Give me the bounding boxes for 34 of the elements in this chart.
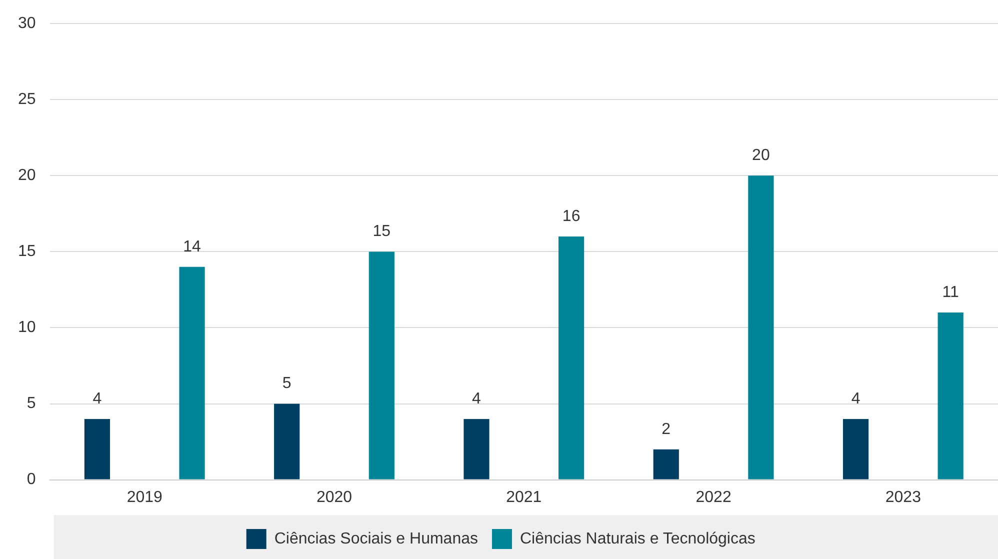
bar <box>464 418 490 480</box>
bar <box>748 176 774 480</box>
bar <box>938 312 964 480</box>
data-label: 4 <box>92 390 102 408</box>
data-label: 5 <box>282 375 292 392</box>
x-tick-label: 2019 <box>126 488 163 506</box>
data-label: 16 <box>562 208 580 225</box>
data-label: 11 <box>942 284 959 301</box>
y-tick-label: 10 <box>18 319 36 336</box>
y-tick-label: 20 <box>18 167 36 184</box>
y-tick-label: 5 <box>26 395 36 412</box>
y-tick-label: 25 <box>18 91 36 108</box>
data-label: 4 <box>851 390 860 408</box>
x-tick-label: 2021 <box>506 488 542 506</box>
bar <box>274 404 300 480</box>
bar <box>84 418 110 480</box>
y-tick-label: 30 <box>18 15 36 32</box>
y-tick-label: 15 <box>18 243 36 260</box>
data-label: 20 <box>752 147 770 164</box>
bar <box>368 252 394 480</box>
data-label: 2 <box>662 420 671 438</box>
bar <box>179 266 205 480</box>
bar <box>558 236 584 480</box>
data-label: 14 <box>183 238 202 256</box>
bar <box>842 418 869 480</box>
x-tick-label: 2020 <box>316 488 352 506</box>
legend-label: Ciências Naturais e Tecnológicas <box>520 530 756 548</box>
x-tick-label: 2022 <box>696 488 732 506</box>
data-label: 15 <box>372 223 391 240</box>
data-label: 4 <box>472 390 482 408</box>
y-tick-label: 0 <box>26 471 36 488</box>
legend-label: Ciências Sociais e Humanas <box>274 530 478 548</box>
bar <box>653 449 679 480</box>
x-tick-label: 2023 <box>885 488 922 506</box>
